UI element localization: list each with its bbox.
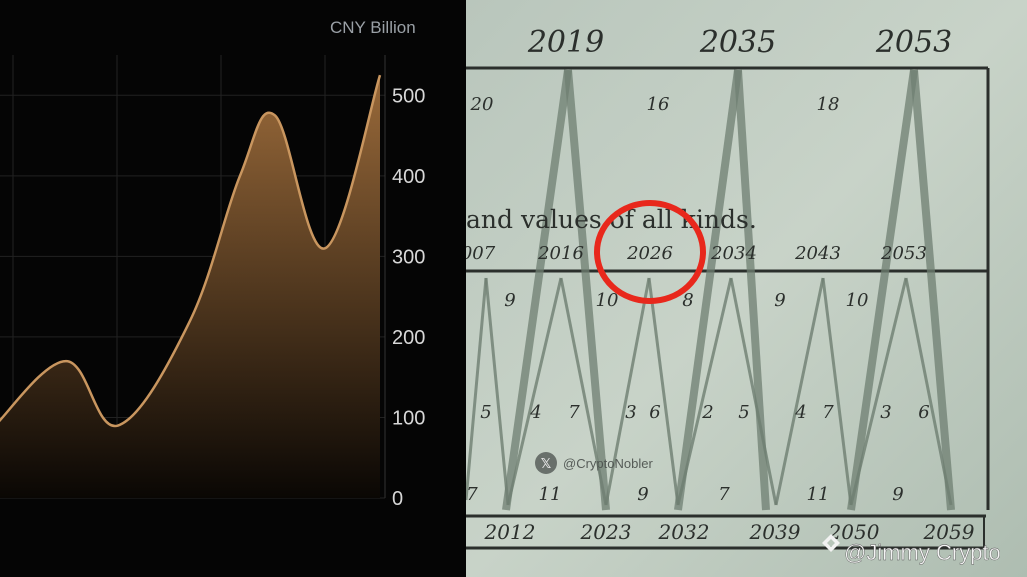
credit-label: @Jimmy Crypto — [844, 540, 1001, 565]
middle-year-label: 2043 — [794, 243, 841, 264]
lower-number: 5 — [480, 402, 491, 423]
cycle-line-minor — [729, 277, 778, 506]
y-tick-label: 400 — [392, 166, 425, 188]
cycle-line-minor — [821, 277, 853, 506]
lower-number: 5 — [738, 402, 749, 423]
cycle-line-minor — [774, 277, 825, 506]
bottom-year-label: 2032 — [658, 520, 710, 544]
cycle-line-major — [910, 69, 955, 511]
cycle-line-minor — [466, 277, 488, 501]
highlight-circle — [594, 200, 706, 304]
bottom-number: 7 — [466, 484, 478, 505]
x-logo-icon — [535, 452, 557, 474]
y-tick-label: 0 — [392, 488, 403, 510]
top-year-label: 2053 — [875, 25, 952, 60]
lower-number: 3 — [625, 402, 636, 423]
middle-year-label: 2053 — [880, 243, 927, 264]
watermark-handle: @CryptoNobler — [563, 456, 653, 471]
top-year-label: 2019 — [527, 25, 604, 60]
cycle-line-minor — [506, 277, 563, 506]
lower-number: 7 — [568, 402, 580, 423]
cycle-line-minor — [559, 277, 608, 506]
middle-year-label: 007 — [466, 243, 496, 264]
bottom-number: 11 — [539, 484, 562, 505]
cycle-line-minor — [904, 277, 953, 506]
lower-number: 6 — [918, 402, 929, 423]
bottom-number: 7 — [718, 484, 730, 505]
top-row-number: 18 — [817, 94, 840, 115]
y-tick-label: 300 — [392, 246, 425, 268]
lower-number: 6 — [649, 402, 660, 423]
bottom-year-label: 2039 — [749, 520, 801, 544]
middle-year-label: 2034 — [710, 243, 757, 264]
bottom-year-label: 2012 — [484, 520, 536, 544]
cycle-diagram-panel: 2019 2035 2053 20 16 18 and values of all kind… — [466, 0, 1027, 577]
area-chart-panel: CNY Billion 500 400 300 200 100 0 — [0, 0, 466, 577]
lower-number: 4 — [529, 402, 541, 423]
series-area — [0, 75, 380, 498]
lower-number: 3 — [880, 402, 891, 423]
middle-number: 8 — [682, 290, 693, 311]
cycle-line-major — [502, 69, 572, 511]
cycle-line-minor — [647, 277, 680, 506]
top-row-number: 20 — [470, 94, 494, 115]
top-year-label: 2035 — [699, 25, 776, 60]
top-row-number: 16 — [647, 94, 670, 115]
cycle-line-major — [564, 69, 610, 511]
cycle-line-minor — [676, 277, 733, 506]
cycle-line-major — [674, 69, 742, 511]
bottom-number: 9 — [892, 484, 903, 505]
y-tick-label: 500 — [392, 85, 425, 107]
cycle-line-minor — [849, 277, 908, 506]
lower-number: 4 — [794, 402, 806, 423]
x-logo-glyph: 𝕏 — [541, 457, 552, 472]
middle-year-label: 2016 — [537, 243, 584, 264]
bottom-year-label: 2023 — [580, 520, 632, 544]
middle-year-label: 2026 — [626, 243, 673, 264]
y-tick-label: 100 — [392, 407, 425, 429]
unit-label: CNY Billion — [330, 18, 416, 37]
bottom-number: 9 — [637, 484, 648, 505]
y-tick-label: 200 — [392, 327, 425, 349]
cycle-line-minor — [484, 277, 510, 506]
middle-number: 10 — [846, 290, 869, 311]
middle-number: 9 — [774, 290, 785, 311]
cycle-line-major — [847, 69, 918, 511]
middle-number: 9 — [504, 290, 515, 311]
bottom-number: 11 — [807, 484, 830, 505]
lower-number: 7 — [822, 402, 834, 423]
cycle-line-minor — [604, 277, 651, 506]
bottom-year-label: 2059 — [923, 520, 975, 544]
lower-number: 2 — [701, 402, 713, 423]
area-chart: 500 400 300 200 100 0 — [0, 55, 425, 510]
middle-number: 10 — [596, 290, 619, 311]
binance-icon — [822, 534, 840, 552]
